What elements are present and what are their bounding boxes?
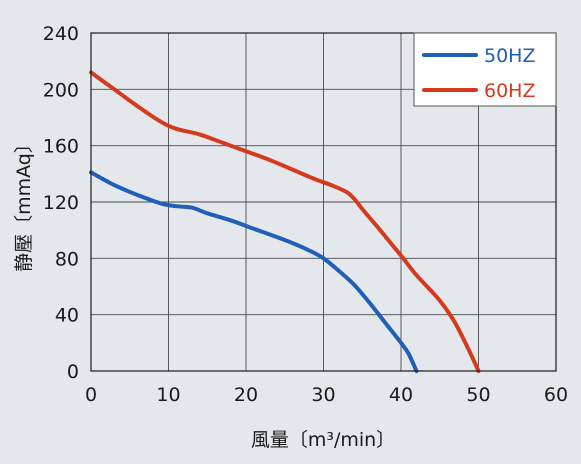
y-axis-title: 静壓〔mmAq〕 <box>13 134 35 272</box>
y-tick-label: 120 <box>43 192 79 214</box>
x-tick-label: 30 <box>311 384 335 406</box>
x-tick-label: 40 <box>389 384 413 406</box>
series-line-60hz <box>89 70 481 373</box>
legend-label-50hz: 50HZ <box>484 45 535 67</box>
series-line-50hz <box>89 170 419 373</box>
x-tick-label: 20 <box>234 384 258 406</box>
x-tick-label: 10 <box>156 384 180 406</box>
x-tick-label: 60 <box>544 384 568 406</box>
tick-labels: 0 10 20 30 40 50 60 0 40 80 120 160 200 240 <box>43 23 568 406</box>
legend-label-60hz: 60HZ <box>484 80 535 102</box>
y-tick-label: 0 <box>67 361 79 383</box>
y-tick-label: 240 <box>43 23 79 45</box>
series-lines <box>89 70 481 373</box>
legend: 50HZ 60HZ <box>413 32 557 107</box>
x-axis-title: 風量〔m³/min〕 <box>251 429 395 451</box>
y-tick-label: 200 <box>43 79 79 101</box>
x-tick-label: 0 <box>85 384 97 406</box>
plot-frame <box>90 32 557 372</box>
y-tick-label: 40 <box>55 305 79 327</box>
x-tick-label: 50 <box>466 384 490 406</box>
legend-box <box>413 32 557 107</box>
y-tick-label: 80 <box>55 248 79 270</box>
y-tick-label: 160 <box>43 136 79 158</box>
